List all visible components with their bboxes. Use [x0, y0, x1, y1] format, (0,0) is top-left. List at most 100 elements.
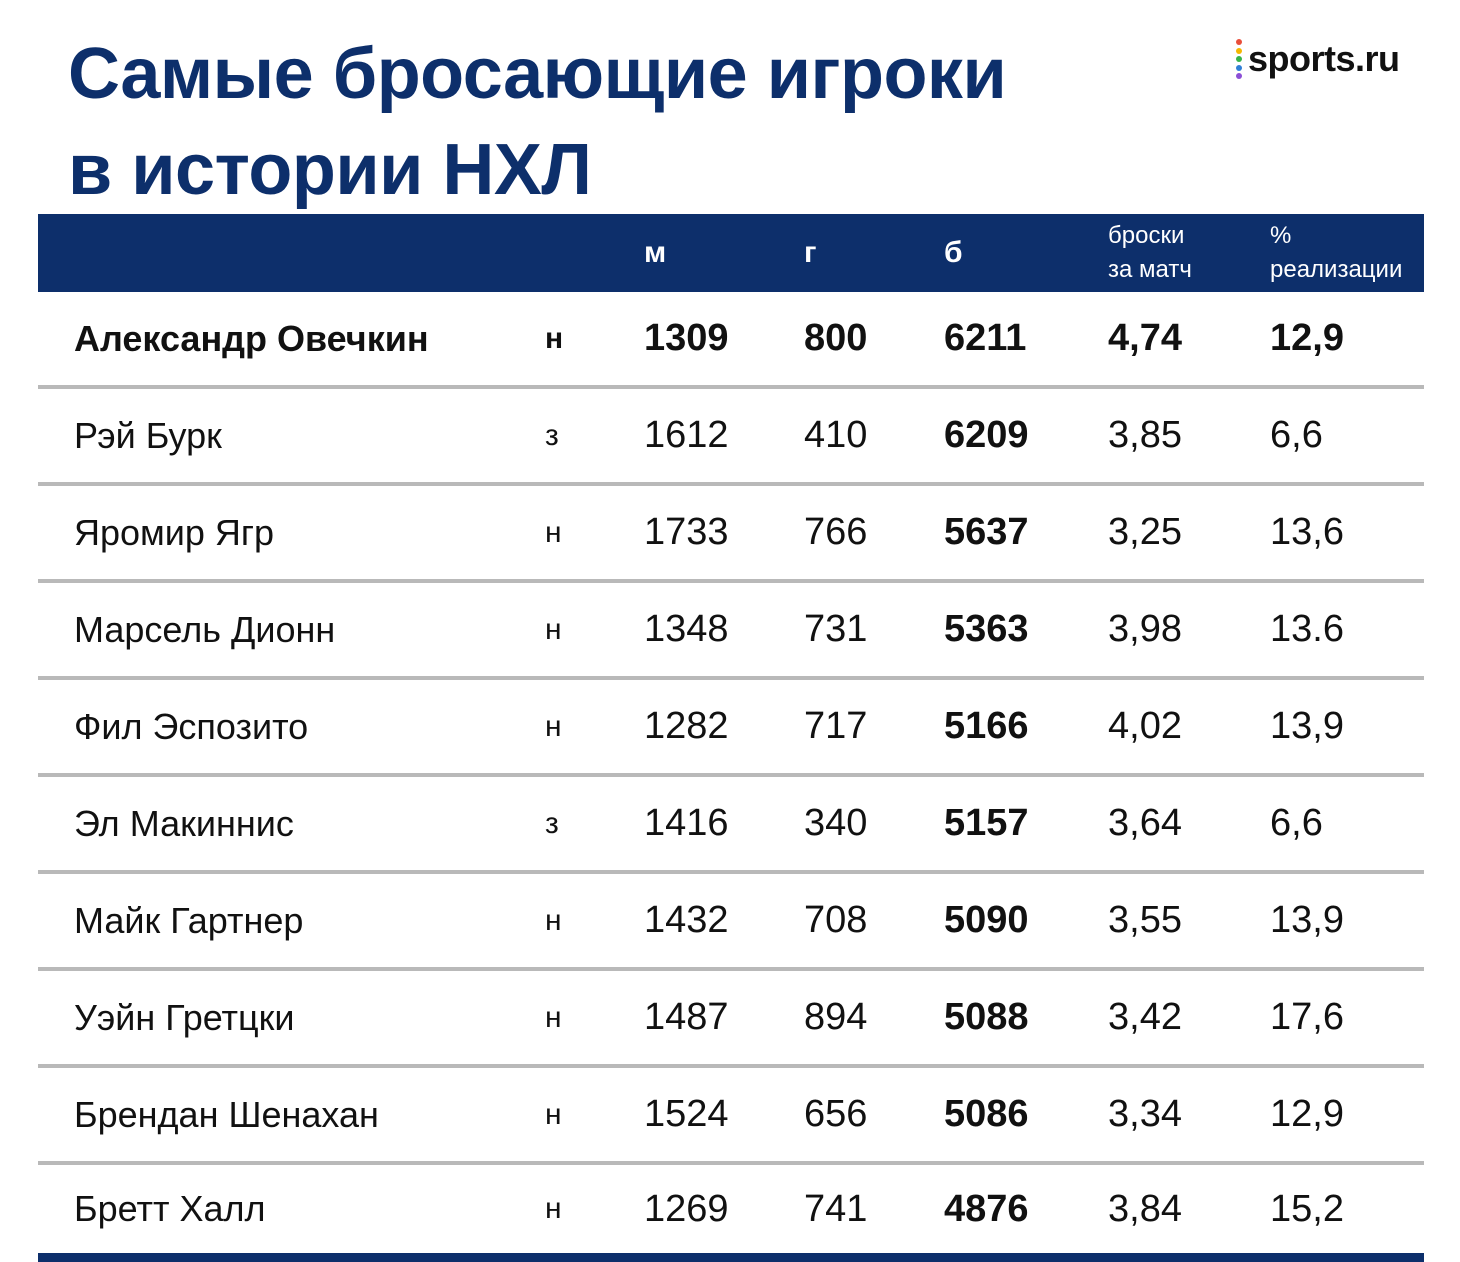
player-position: н	[545, 903, 562, 937]
logo-text: sports.ru	[1248, 38, 1400, 79]
logo-dot	[1236, 39, 1242, 45]
shots-value: 5637	[944, 511, 1029, 553]
games-value: 1432	[644, 899, 729, 941]
percentage-value: 13.6	[1270, 608, 1344, 650]
shots-value: 5086	[944, 1093, 1029, 1135]
player-name: Марсель Дионн	[74, 608, 336, 650]
player-name: Рэй Бурк	[74, 414, 222, 456]
goals-value: 656	[804, 1093, 868, 1135]
player-name: Бретт Халл	[74, 1188, 266, 1229]
shots-per-game-value: 3,64	[1108, 802, 1182, 844]
games-value: 1348	[644, 608, 729, 650]
shots-value: 5166	[944, 705, 1029, 747]
player-position: н	[545, 709, 562, 743]
percentage-value: 12,9	[1270, 317, 1344, 359]
shots-value: 5157	[944, 802, 1029, 844]
table-row: Фил Эспозито н 1282 717 5166 4,02 13,9	[38, 680, 1424, 777]
player-name: Майк Гартнер	[74, 899, 304, 941]
logo-dot	[1236, 56, 1242, 62]
table-body: Александр Овечкин н 1309 800 6211 4,74 12,9 Рэй…	[38, 292, 1424, 1262]
shots-per-game-value: 3,55	[1108, 899, 1182, 941]
logo-dots-icon	[1236, 39, 1242, 79]
games-value: 1733	[644, 511, 729, 553]
table-row: Брендан Шенахан н 1524 656 5086 3,34 12,9	[38, 1068, 1424, 1165]
shots-value: 4876	[944, 1187, 1029, 1230]
shots-per-game-value: 3,42	[1108, 996, 1182, 1038]
header-spg-line2: за матч	[1108, 256, 1192, 283]
player-position: н	[545, 1192, 562, 1225]
games-value: 1487	[644, 996, 729, 1038]
table-row: Яромир Ягр н 1733 766 5637 3,25 13,6	[38, 486, 1424, 583]
table-header: м г б броски за матч % реализации	[38, 214, 1424, 292]
games-value: 1524	[644, 1093, 729, 1135]
goals-value: 766	[804, 511, 868, 553]
logo-dot	[1236, 64, 1242, 71]
table-row: Эл Макиннис з 1416 340 5157 3,64 6,6	[38, 777, 1424, 874]
player-position: н	[545, 515, 562, 549]
player-position: н	[545, 612, 562, 646]
goals-value: 741	[804, 1187, 868, 1230]
shots-per-game-value: 3,98	[1108, 608, 1182, 650]
player-name: Эл Макиннис	[74, 802, 294, 844]
player-name: Яромир Ягр	[74, 511, 275, 553]
shots-per-game-value: 4,02	[1108, 705, 1182, 747]
logo-dot	[1236, 73, 1242, 79]
games-value: 1282	[644, 705, 729, 747]
title-line-2: в истории НХЛ	[68, 130, 592, 210]
percentage-value: 13,9	[1270, 899, 1344, 941]
percentage-value: 6,6	[1270, 802, 1323, 844]
player-name: Фил Эспозито	[74, 705, 309, 747]
percentage-value: 13,9	[1270, 705, 1344, 747]
games-value: 1269	[644, 1187, 729, 1230]
goals-value: 410	[804, 414, 868, 456]
goals-value: 708	[804, 899, 868, 941]
shots-per-game-value: 3,25	[1108, 511, 1182, 553]
player-name: Уэйн Гретцки	[74, 996, 295, 1038]
percentage-value: 13,6	[1270, 511, 1344, 553]
goals-value: 894	[804, 996, 868, 1038]
games-value: 1416	[644, 802, 729, 844]
table-row: Александр Овечкин н 1309 800 6211 4,74 12,9	[38, 292, 1424, 389]
table-row: Уэйн Гретцки н 1487 894 5088 3,42 17,6	[38, 971, 1424, 1068]
shots-per-game-value: 3,85	[1108, 414, 1182, 456]
logo-dot	[1236, 47, 1242, 54]
shots-value: 6211	[944, 317, 1027, 359]
player-position: н	[545, 321, 564, 355]
header-spg-line1: броски	[1108, 222, 1185, 249]
goals-value: 731	[804, 608, 868, 650]
games-value: 1309	[644, 317, 729, 359]
player-position: з	[545, 806, 559, 840]
header-shots: б	[944, 236, 963, 269]
header-shots-per-game: броски за матч	[1108, 214, 1192, 292]
table-row: Майк Гартнер н 1432 708 5090 3,55 13,9	[38, 874, 1424, 971]
shots-per-game-value: 3,34	[1108, 1093, 1182, 1135]
goals-value: 800	[804, 317, 868, 359]
percentage-value: 6,6	[1270, 414, 1323, 456]
shots-value: 6209	[944, 414, 1029, 456]
player-position: з	[545, 418, 559, 452]
header-pct-line2: реализации	[1270, 256, 1403, 283]
percentage-value: 15,2	[1270, 1187, 1344, 1230]
table-row: Марсель Дионн н 1348 731 5363 3,98 13.6	[38, 583, 1424, 680]
sports-logo: sports.ru	[1236, 36, 1400, 82]
shots-value: 5363	[944, 608, 1029, 650]
shots-per-game-value: 3,84	[1108, 1187, 1182, 1230]
player-name: Александр Овечкин	[74, 317, 429, 359]
header-pct-line1: %	[1270, 222, 1292, 249]
header-goals: г	[804, 236, 817, 269]
chart-title: Самые бросающие игроки в истории НХЛ	[68, 26, 1188, 218]
games-value: 1612	[644, 414, 729, 456]
table-row: Бретт Халл н 1269 741 4876 3,84 15,2	[38, 1165, 1424, 1262]
stats-table: м г б броски за матч % реализации Алекса…	[38, 214, 1424, 1262]
player-name: Брендан Шенахан	[74, 1093, 379, 1135]
goals-value: 717	[804, 705, 868, 747]
table-row: Рэй Бурк з 1612 410 6209 3,85 6,6	[38, 389, 1424, 486]
goals-value: 340	[804, 802, 868, 844]
title-line-1: Самые бросающие игроки	[68, 34, 1007, 114]
header-games: м	[644, 236, 667, 269]
player-position: н	[545, 1097, 562, 1131]
percentage-value: 12,9	[1270, 1093, 1344, 1135]
player-position: н	[545, 1000, 562, 1034]
shots-value: 5088	[944, 996, 1029, 1038]
header-percentage: % реализации	[1270, 214, 1402, 292]
